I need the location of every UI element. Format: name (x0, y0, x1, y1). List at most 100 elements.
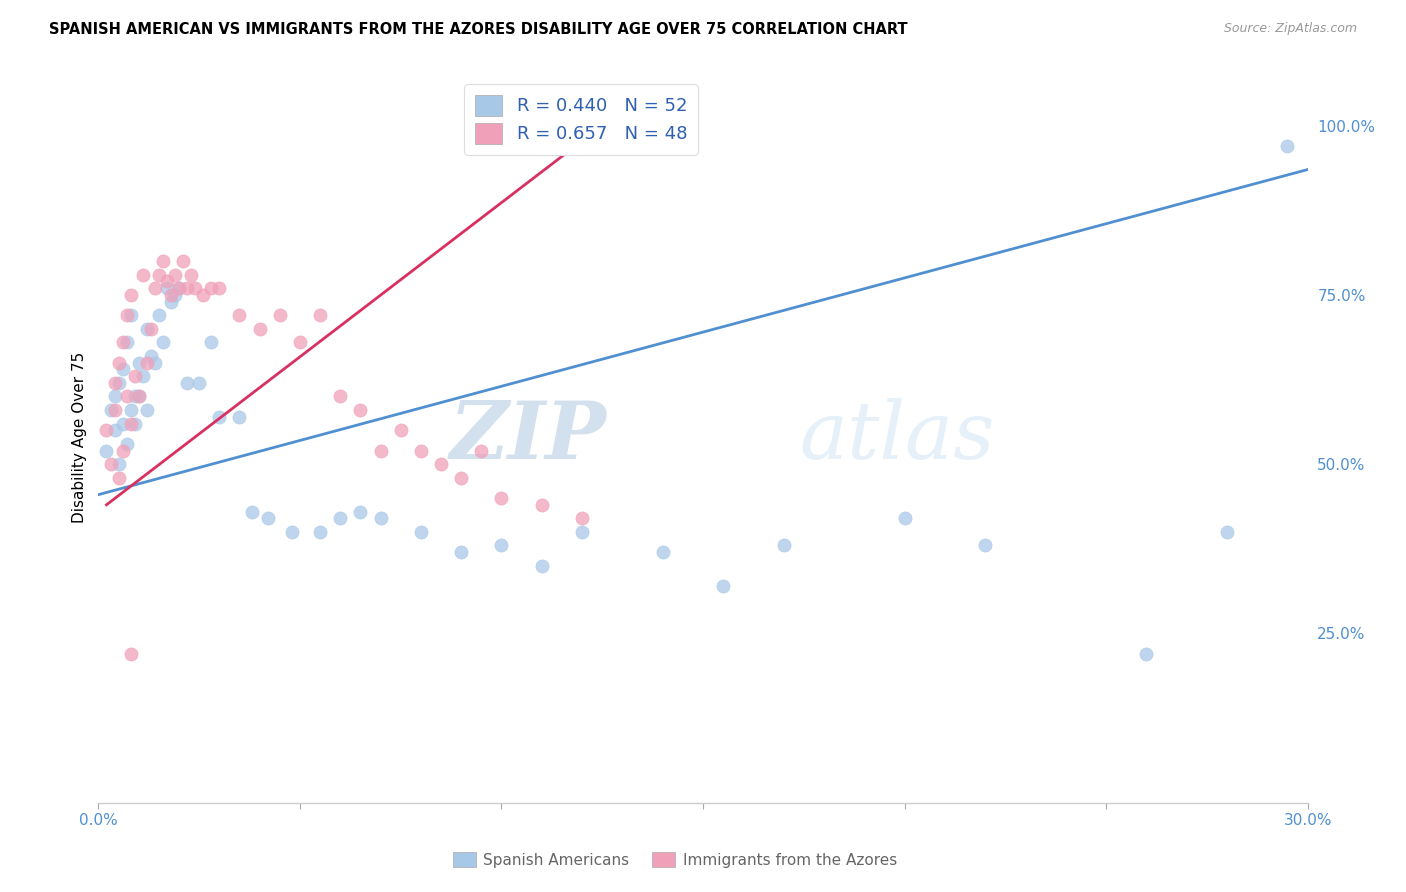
Point (111, 362, 134, 376)
Point (309, 308, 332, 322)
Point (329, 511, 352, 525)
Point (103, 423, 125, 437)
Point (107, 457, 129, 471)
Point (156, 274, 179, 288)
Point (103, 389, 125, 403)
Point (124, 369, 146, 384)
Point (530, 558, 553, 573)
Point (163, 268, 186, 282)
Point (1277, 139, 1299, 153)
Point (115, 437, 138, 451)
Point (430, 457, 453, 471)
Point (172, 254, 194, 268)
Point (176, 376, 198, 390)
Point (120, 647, 142, 661)
Point (139, 349, 162, 363)
Point (111, 417, 134, 431)
Point (389, 423, 412, 437)
Point (111, 335, 134, 350)
Point (180, 268, 202, 282)
Point (143, 281, 166, 295)
Point (128, 389, 150, 403)
Point (156, 281, 179, 295)
Point (188, 376, 211, 390)
Point (128, 389, 150, 403)
Point (103, 403, 125, 417)
Point (135, 355, 157, 369)
Point (152, 254, 174, 268)
Point (135, 403, 157, 417)
Point (184, 281, 207, 295)
Point (470, 443, 492, 458)
Point (128, 355, 150, 369)
Point (103, 376, 125, 390)
Point (132, 369, 155, 384)
Point (329, 389, 352, 403)
Text: SPANISH AMERICAN VS IMMIGRANTS FROM THE AZORES DISABILITY AGE OVER 75 CORRELATIO: SPANISH AMERICAN VS IMMIGRANTS FROM THE … (49, 22, 908, 37)
Y-axis label: Disability Age Over 75: Disability Age Over 75 (72, 351, 87, 523)
Point (120, 288, 142, 302)
Point (893, 511, 915, 525)
Point (249, 322, 271, 336)
Point (143, 355, 166, 369)
Point (409, 443, 432, 458)
Point (139, 322, 162, 336)
Point (163, 288, 186, 302)
Text: atlas: atlas (800, 399, 995, 475)
Point (107, 355, 129, 369)
Point (571, 524, 593, 539)
Point (409, 524, 432, 539)
Point (132, 268, 155, 282)
Point (124, 417, 146, 431)
Point (167, 281, 190, 295)
Legend: Spanish Americans, Immigrants from the Azores: Spanish Americans, Immigrants from the A… (447, 846, 903, 873)
Point (96, 443, 118, 458)
Point (111, 443, 134, 458)
Point (100, 457, 122, 471)
Point (160, 294, 183, 309)
Legend: R = 0.440   N = 52, R = 0.657   N = 48: R = 0.440 N = 52, R = 0.657 N = 48 (464, 84, 697, 154)
Point (208, 281, 231, 295)
Point (193, 288, 215, 302)
Point (711, 579, 734, 593)
Point (281, 524, 304, 539)
Point (370, 511, 392, 525)
Point (772, 538, 794, 552)
Point (120, 308, 142, 322)
Point (269, 308, 291, 322)
Point (1135, 647, 1157, 661)
Point (256, 511, 278, 525)
Point (491, 538, 513, 552)
Point (349, 505, 371, 519)
Point (228, 308, 250, 322)
Point (450, 471, 472, 485)
Point (148, 308, 170, 322)
Text: Source: ZipAtlas.com: Source: ZipAtlas.com (1223, 22, 1357, 36)
Point (148, 268, 170, 282)
Point (288, 335, 311, 350)
Point (370, 443, 392, 458)
Point (124, 389, 146, 403)
Point (167, 281, 190, 295)
Point (107, 376, 129, 390)
Point (115, 389, 138, 403)
Point (450, 545, 472, 559)
Point (1216, 524, 1239, 539)
Point (349, 403, 371, 417)
Point (120, 403, 142, 417)
Point (974, 538, 997, 552)
Text: ZIP: ZIP (450, 399, 606, 475)
Point (100, 403, 122, 417)
Point (240, 505, 263, 519)
Point (120, 417, 142, 431)
Point (152, 335, 174, 350)
Point (208, 409, 231, 424)
Point (200, 335, 222, 350)
Point (530, 498, 553, 512)
Point (176, 281, 198, 295)
Point (309, 524, 332, 539)
Point (228, 409, 250, 424)
Point (96, 423, 118, 437)
Point (200, 281, 222, 295)
Point (651, 545, 673, 559)
